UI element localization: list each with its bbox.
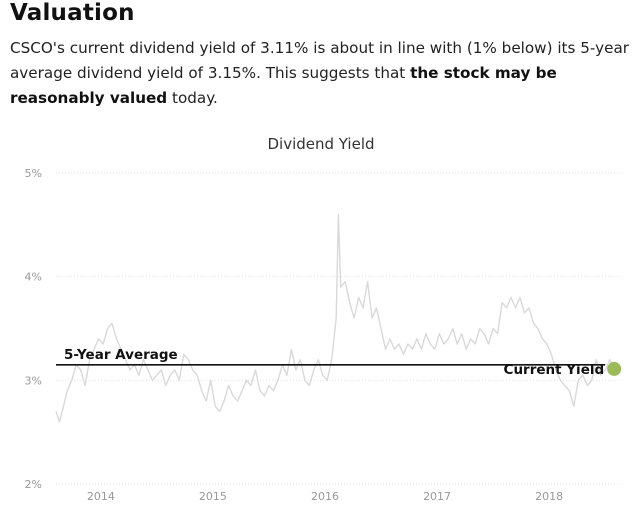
- five-year-average-label: 5-Year Average: [64, 347, 178, 363]
- chart-series: [55, 213, 615, 423]
- y-tick-label: 4%: [25, 271, 42, 284]
- current-yield-marker: [607, 361, 622, 376]
- x-tick-label: 2018: [535, 490, 563, 503]
- x-tick-label: 2016: [311, 490, 339, 503]
- dividend-yield-chart: Dividend Yield 2% 3% 4% 5% 2014 2015 2016 2017…: [25, 135, 622, 503]
- section-title: Valuation: [10, 0, 135, 26]
- summary-text-end: today.: [167, 89, 218, 107]
- chart-grid: [56, 172, 622, 485]
- x-tick-label: 2017: [423, 490, 451, 503]
- x-tick-label: 2015: [199, 490, 227, 503]
- y-axis-labels: 2% 3% 4% 5%: [25, 167, 42, 491]
- summary-text: CSCO's current dividend yield of 3.11% i…: [10, 39, 630, 82]
- y-tick-label: 5%: [25, 167, 42, 180]
- chart-title: Dividend Yield: [267, 135, 374, 153]
- x-tick-label: 2014: [87, 490, 115, 503]
- dividend-yield-line: [55, 213, 615, 423]
- chart-annotations: 5-Year Average Current Yield: [56, 347, 622, 378]
- valuation-summary: CSCO's current dividend yield of 3.11% i…: [10, 36, 630, 111]
- current-yield-label: Current Yield: [504, 362, 605, 378]
- y-tick-label: 3%: [25, 374, 42, 387]
- x-axis-labels: 2014 2015 2016 2017 2018: [87, 490, 563, 503]
- summary-emphasis: the stock may be reasonably valued: [10, 64, 557, 107]
- y-tick-label: 2%: [25, 478, 42, 491]
